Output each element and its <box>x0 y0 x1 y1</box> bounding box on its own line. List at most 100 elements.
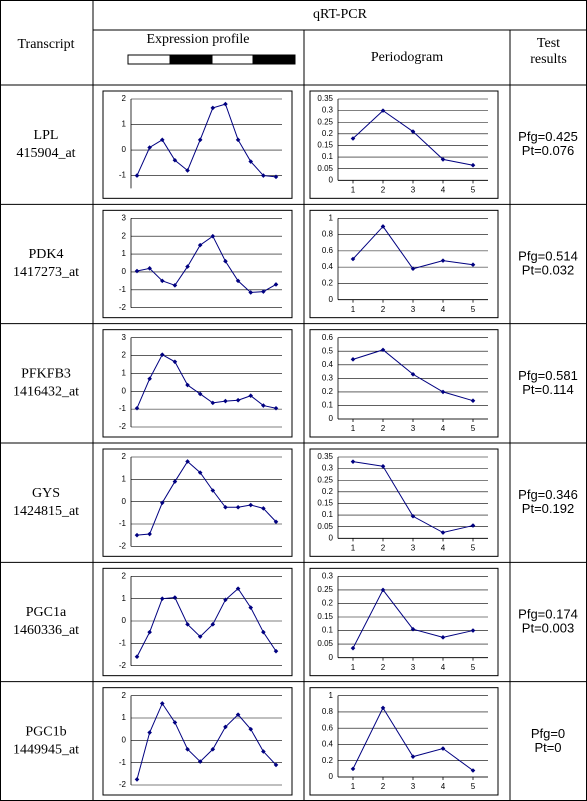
y-tick-label: 0.05 <box>317 522 333 531</box>
data-point <box>380 463 386 469</box>
y-tick-label: 0.1 <box>322 626 334 635</box>
test-result: Pt=0 <box>534 740 561 755</box>
data-point <box>210 105 216 111</box>
data-point <box>172 595 178 600</box>
y-tick-label: 0.3 <box>322 106 334 115</box>
data-point <box>380 224 386 229</box>
y-tick-label: 0 <box>122 267 127 276</box>
data-point <box>248 605 254 610</box>
data-point <box>440 258 446 263</box>
y-tick-label: 2 <box>122 691 127 700</box>
y-tick-label: -1 <box>119 285 127 294</box>
x-tick-label: 1 <box>351 305 356 314</box>
y-tick-label: 0.4 <box>322 262 334 271</box>
data-point <box>147 266 152 271</box>
y-tick-label: 0.1 <box>322 401 334 410</box>
data-point <box>350 459 356 464</box>
x-tick-label: 1 <box>351 185 356 194</box>
data-point <box>185 459 190 464</box>
y-tick-label: -2 <box>119 541 127 550</box>
x-tick-label: 1 <box>351 424 356 433</box>
data-point <box>134 173 140 178</box>
y-tick-label: -1 <box>119 758 127 767</box>
data-point <box>470 628 476 633</box>
data-point <box>235 137 241 143</box>
y-tick-label: 0.2 <box>322 756 334 765</box>
data-point <box>273 282 279 287</box>
y-tick-label: 0 <box>329 653 334 662</box>
test-result: Pt=0.003 <box>522 620 574 635</box>
y-tick-label: -2 <box>119 303 127 312</box>
y-tick-label: 0.25 <box>317 475 333 484</box>
y-tick-label: 3 <box>122 213 127 222</box>
y-tick-label: 0.25 <box>317 585 333 594</box>
data-point <box>134 777 140 782</box>
data-point <box>350 256 356 262</box>
data-point <box>159 278 165 284</box>
data-point <box>147 145 152 150</box>
x-tick-label: 2 <box>381 663 386 672</box>
data-point <box>197 242 203 248</box>
y-tick-label: 0 <box>329 533 334 542</box>
data-point <box>185 622 190 627</box>
data-point <box>410 513 416 519</box>
y-tick-label: 0 <box>122 386 127 395</box>
chart-frame <box>102 329 293 438</box>
probe-id: 1416432_at <box>13 385 79 400</box>
data-point <box>235 504 241 510</box>
data-point <box>159 701 165 706</box>
y-tick-label: 0.25 <box>317 117 333 126</box>
x-tick-label: 2 <box>381 782 386 791</box>
probe-id: 415904_at <box>16 146 75 161</box>
data-point <box>470 768 476 773</box>
x-tick-label: 3 <box>411 782 416 791</box>
data-point <box>172 720 178 725</box>
x-tick-label: 3 <box>411 424 416 433</box>
data-point <box>147 730 152 735</box>
data-point <box>470 398 476 403</box>
transcript-name: PDK4 <box>28 247 63 262</box>
data-point <box>248 502 254 508</box>
y-tick-label: 0 <box>329 175 334 184</box>
data-point <box>261 173 266 178</box>
data-point <box>248 726 254 732</box>
y-tick-label: 0.35 <box>317 452 333 461</box>
data-point <box>185 264 190 269</box>
y-tick-label: 0.4 <box>322 360 334 369</box>
data-point <box>273 174 279 180</box>
y-tick-label: 0.2 <box>322 387 334 396</box>
data-point <box>261 629 266 635</box>
y-tick-label: 0.8 <box>322 707 334 716</box>
data-point <box>210 622 216 627</box>
y-tick-label: -1 <box>119 638 127 647</box>
y-tick-label: 0.2 <box>322 487 334 496</box>
data-point <box>223 398 228 404</box>
y-tick-label: -1 <box>119 519 127 528</box>
probe-id: 1424815_at <box>13 504 79 519</box>
data-point <box>410 129 416 134</box>
data-point <box>261 749 266 754</box>
data-point <box>350 357 356 362</box>
x-tick-label: 5 <box>471 185 476 194</box>
data-point <box>261 506 266 511</box>
data-point <box>134 405 140 411</box>
data-point <box>273 405 279 411</box>
data-point <box>210 746 216 752</box>
x-tick-label: 1 <box>351 663 356 672</box>
y-tick-label: 0.6 <box>322 333 334 342</box>
data-point <box>197 137 203 143</box>
x-tick-label: 5 <box>471 663 476 672</box>
x-tick-label: 4 <box>441 782 446 791</box>
data-point <box>235 278 241 284</box>
data-point <box>147 531 152 537</box>
y-tick-label: 0.4 <box>322 740 334 749</box>
series-line <box>136 460 277 536</box>
data-point <box>134 654 140 660</box>
y-tick-label: 0 <box>122 616 127 625</box>
data-point <box>185 168 190 173</box>
test-result: Pt=0.114 <box>522 382 573 397</box>
data-point <box>159 500 165 506</box>
data-point <box>261 289 266 294</box>
y-tick-label: 1 <box>329 213 334 222</box>
